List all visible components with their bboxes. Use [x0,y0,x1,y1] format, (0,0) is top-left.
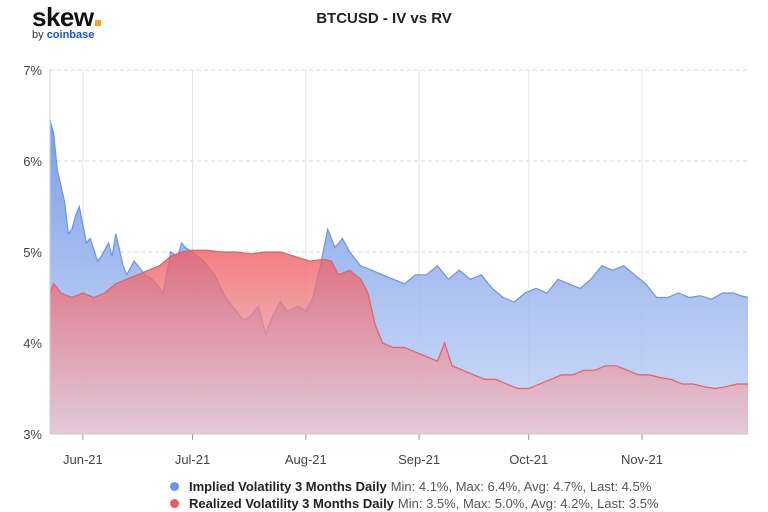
legend-stats: Min: 4.1%, Max: 6.4%, Avg: 4.7%, Last: 4… [390,479,652,494]
legend-dot-icon [170,499,179,508]
axes: 3% 4% 5% 6% 7% Jun-21 Jul-21 Aug-21 Sep-21 Oct-21… [23,63,748,467]
y-tick-label: 4% [23,336,42,351]
logo-wordmark: skew [32,2,94,32]
x-tick-label: Aug-21 [285,452,327,467]
skew-logo: skew by coinbase [32,2,112,41]
logo-partner: coinbase [46,29,95,41]
series-areas [49,119,749,434]
realized-volatility-area[interactable] [50,250,748,434]
x-tick-label: Jul-21 [175,452,210,467]
legend-item-implied[interactable]: Implied Volatility 3 Months Daily Min: 4… [170,478,659,495]
x-tick-label: Jun-21 [63,452,103,467]
legend: Implied Volatility 3 Months Daily Min: 4… [170,478,659,512]
y-tick-label: 3% [23,427,42,442]
x-tick-label: Nov-21 [621,452,663,467]
y-tick-label: 6% [23,154,42,169]
legend-stats: Min: 3.5%, Max: 5.0%, Avg: 4.2%, Last: 3… [397,496,659,511]
y-tick-label: 5% [23,245,42,260]
legend-label: Realized Volatility 3 Months Daily [189,496,394,511]
realized-volatility-line [49,249,748,390]
legend-label: Implied Volatility 3 Months Daily [189,479,387,494]
legend-item-realized[interactable]: Realized Volatility 3 Months Daily Min: … [170,495,659,512]
logo-byline: by coinbase [32,29,112,41]
legend-dot-icon [170,482,179,491]
logo-dot [94,20,101,26]
chart-title: BTCUSD - IV vs RV [316,10,452,27]
logo-by: by [32,29,44,41]
x-tick-label: Oct-21 [509,452,548,467]
y-tick-label: 7% [23,63,42,78]
x-tick-label: Sep-21 [398,452,440,467]
